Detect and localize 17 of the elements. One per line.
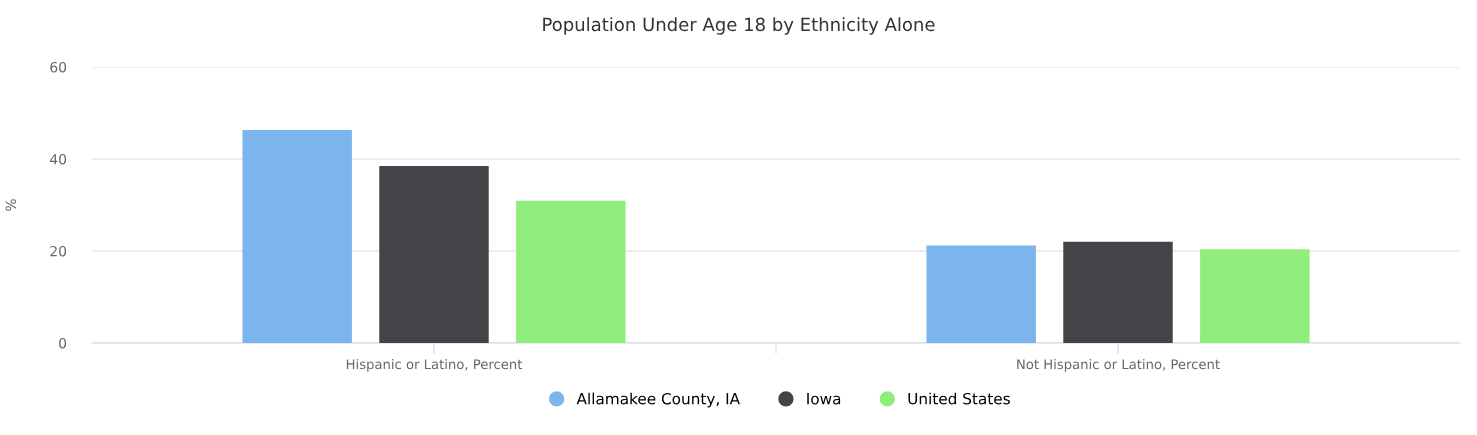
legend-label: Allamakee County, IA (576, 392, 740, 408)
bar (242, 130, 352, 343)
y-axis-title: % (5, 199, 17, 211)
bar (1200, 249, 1310, 343)
y-tick-label: 0 (59, 337, 67, 349)
y-tick-label: 60 (50, 61, 67, 73)
x-tick-label: Not Hispanic or Latino, Percent (1017, 358, 1220, 372)
x-tick-label: Hispanic or Latino, Percent (346, 358, 523, 372)
chart-title: Population Under Age 18 by Ethnicity Alone (543, 17, 935, 35)
bar (1063, 241, 1173, 343)
bar (516, 200, 626, 343)
bar (926, 245, 1036, 343)
bar (379, 165, 489, 343)
legend-label: Iowa (807, 393, 841, 405)
y-tick-label: 20 (50, 245, 67, 257)
y-tick-label: 40 (50, 153, 67, 165)
legend-label: United States (908, 392, 1010, 405)
